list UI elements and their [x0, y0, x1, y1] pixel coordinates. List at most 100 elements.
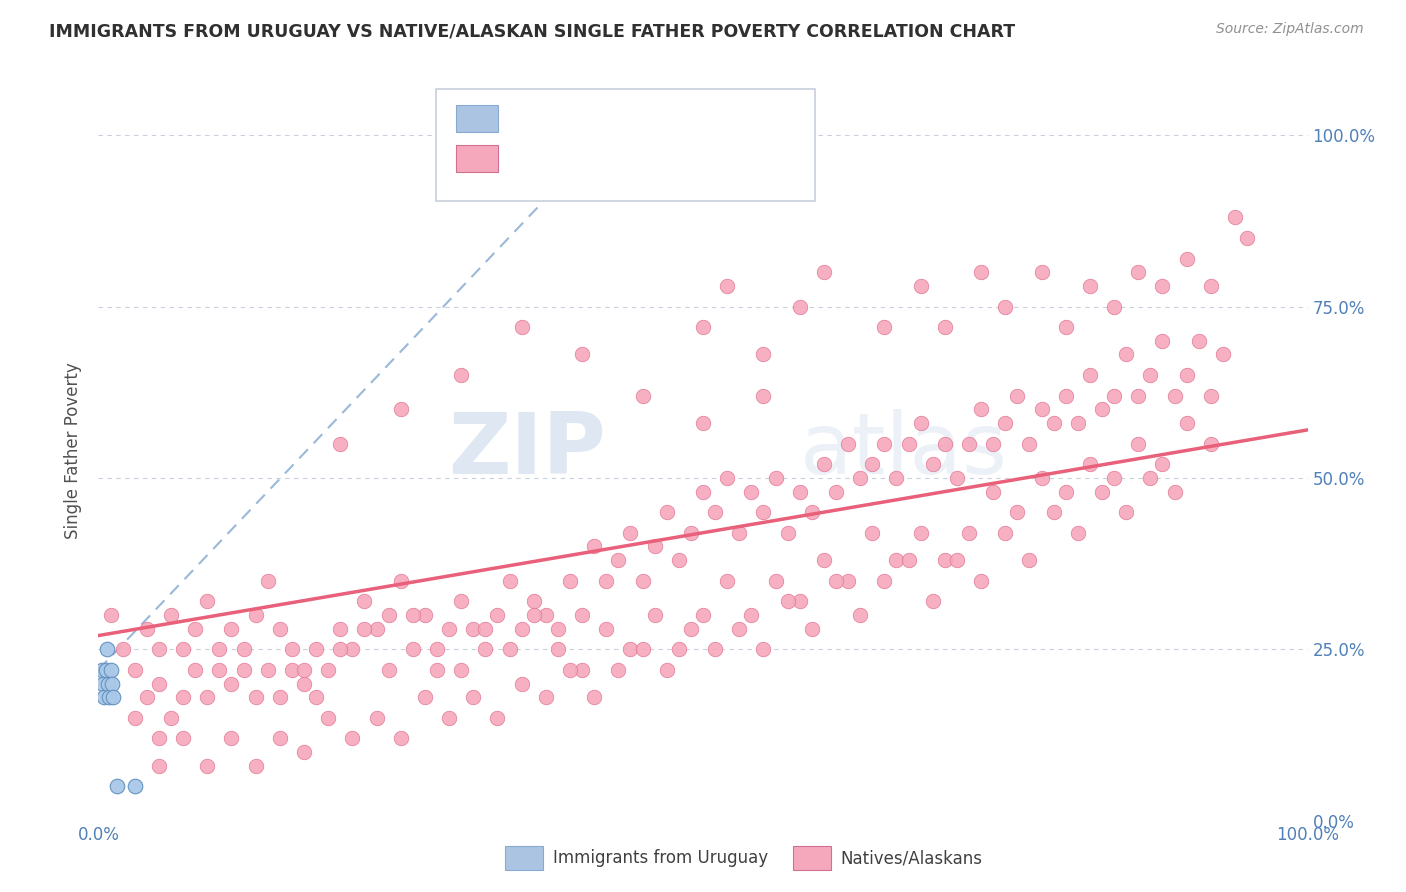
Point: [668, 553, 690, 567]
Point: [329, 436, 352, 450]
Point: [752, 642, 775, 657]
Point: [946, 471, 969, 485]
Point: [1042, 505, 1064, 519]
Point: [195, 594, 218, 608]
Point: [910, 279, 932, 293]
Point: [1163, 389, 1185, 403]
Point: [1067, 416, 1090, 430]
Point: [619, 642, 641, 657]
Point: [450, 663, 472, 677]
Point: [1163, 484, 1185, 499]
Point: [1007, 505, 1029, 519]
Point: [595, 574, 617, 588]
Point: [221, 622, 243, 636]
Point: [994, 300, 1017, 314]
Point: [245, 759, 267, 773]
Point: [607, 663, 630, 677]
Point: [1175, 416, 1198, 430]
Point: [366, 622, 388, 636]
Point: [957, 525, 980, 540]
Point: [1223, 211, 1246, 225]
Point: [1199, 389, 1222, 403]
Point: [426, 663, 449, 677]
Point: [124, 780, 146, 794]
Point: [981, 436, 1004, 450]
Point: [740, 484, 762, 499]
Text: R =: R =: [509, 150, 548, 168]
Text: Source: ZipAtlas.com: Source: ZipAtlas.com: [1216, 22, 1364, 37]
Point: [558, 574, 581, 588]
Point: [789, 484, 811, 499]
Point: [534, 690, 557, 705]
Point: [245, 690, 267, 705]
Point: [571, 347, 593, 361]
Point: [160, 711, 183, 725]
Point: [897, 553, 920, 567]
Point: [910, 525, 932, 540]
Point: [1078, 279, 1101, 293]
Point: [728, 622, 751, 636]
Point: [704, 505, 727, 519]
Point: [655, 663, 678, 677]
Point: [631, 574, 654, 588]
Point: [631, 642, 654, 657]
Point: [172, 642, 194, 657]
Point: [994, 416, 1017, 430]
Point: [1078, 368, 1101, 382]
Point: [765, 574, 787, 588]
Point: [463, 690, 485, 705]
Point: [957, 436, 980, 450]
Point: [510, 676, 533, 690]
Point: [245, 607, 267, 622]
Point: [800, 622, 823, 636]
Point: [523, 594, 546, 608]
Point: [752, 505, 775, 519]
Point: [740, 607, 762, 622]
Point: [692, 416, 714, 430]
Point: [873, 320, 896, 334]
Point: [547, 642, 569, 657]
Point: [765, 471, 787, 485]
Point: [547, 622, 569, 636]
Point: [100, 676, 122, 690]
Point: [934, 553, 956, 567]
Point: [172, 731, 194, 746]
Point: [873, 574, 896, 588]
Point: [208, 663, 231, 677]
Point: [716, 574, 738, 588]
Point: [1018, 436, 1040, 450]
Point: [921, 457, 943, 471]
Point: [1054, 484, 1077, 499]
Point: [1175, 252, 1198, 266]
Point: [124, 663, 146, 677]
Point: [329, 642, 352, 657]
Point: [837, 574, 859, 588]
Text: 183: 183: [673, 150, 711, 168]
Point: [510, 622, 533, 636]
Point: [305, 690, 328, 705]
Point: [269, 690, 291, 705]
Point: [413, 607, 436, 622]
Point: [474, 622, 496, 636]
Point: [558, 663, 581, 677]
Point: [813, 553, 835, 567]
Point: [1128, 389, 1150, 403]
Point: [1236, 231, 1258, 245]
Point: [402, 642, 425, 657]
Point: [716, 471, 738, 485]
Point: [728, 525, 751, 540]
Point: [934, 320, 956, 334]
Point: [1091, 402, 1114, 417]
Point: [1031, 265, 1053, 279]
Point: [148, 759, 170, 773]
Point: [329, 622, 352, 636]
Point: [849, 607, 872, 622]
Point: [1199, 279, 1222, 293]
Point: [100, 607, 122, 622]
Point: [644, 540, 666, 554]
Point: [184, 622, 207, 636]
Point: [413, 690, 436, 705]
Point: [172, 690, 194, 705]
Point: [1139, 471, 1161, 485]
Y-axis label: Single Father Poverty: Single Father Poverty: [65, 362, 83, 539]
